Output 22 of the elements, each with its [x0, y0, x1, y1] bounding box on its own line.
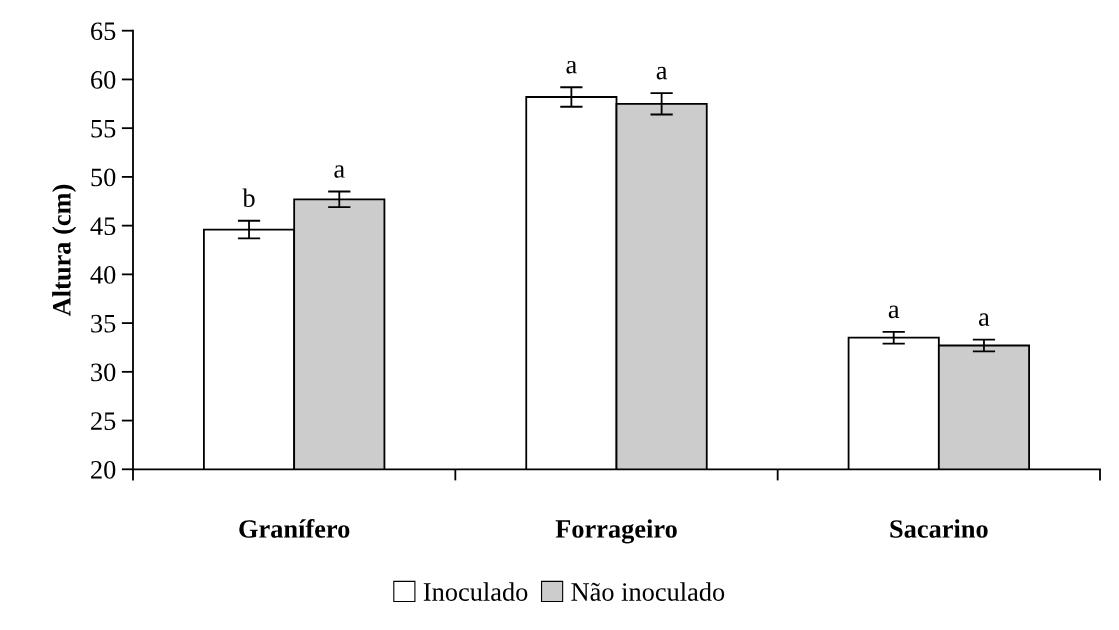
- y-tick-label: 30: [91, 363, 116, 382]
- data-label: a: [334, 165, 345, 178]
- data-label: a: [888, 305, 900, 319]
- y-tick-label: 45: [90, 217, 116, 236]
- legend-label: Inoculado: [423, 582, 528, 601]
- legend-label: Não inoculado: [571, 582, 725, 601]
- y-tick-label: 50: [91, 168, 116, 187]
- y-axis-title: Altura (cm): [52, 184, 77, 317]
- x-tick-label: Sacarino: [890, 519, 988, 538]
- data-label: a: [566, 60, 577, 74]
- x-tick-label: Forrageiro: [555, 519, 677, 544]
- y-tick-label: 20: [91, 460, 116, 479]
- data-label: a: [979, 313, 990, 326]
- y-tick-label: 65: [91, 22, 116, 41]
- y-tick-label: 55: [91, 120, 116, 138]
- y-tick-label: 60: [91, 71, 116, 89]
- data-label: b: [242, 188, 255, 208]
- x-tick-label: Granífero: [239, 519, 350, 538]
- y-tick-label: 40: [90, 265, 116, 284]
- data-label: a: [656, 66, 668, 80]
- y-tick-label: 25: [91, 412, 116, 430]
- y-tick-label: 35: [91, 314, 116, 333]
